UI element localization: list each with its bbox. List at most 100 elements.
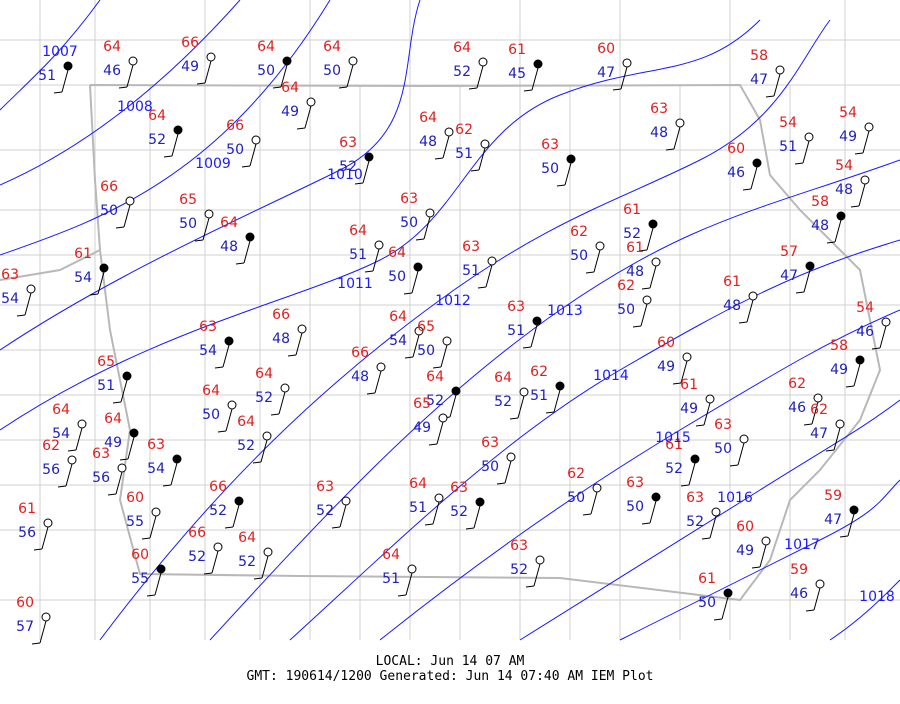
temperature: 66: [272, 307, 290, 323]
dewpoint: 56: [18, 525, 36, 541]
wind-barb-tick: [751, 566, 761, 569]
wind-barb-tick: [403, 292, 413, 295]
dewpoint: 48: [220, 239, 238, 255]
station: 62 56: [42, 438, 77, 488]
station-circle: [251, 135, 261, 145]
station-circle: [129, 428, 139, 438]
temperature: 64: [426, 369, 444, 385]
temperature: 64: [281, 80, 299, 96]
wind-barb-tick: [338, 86, 348, 89]
station: 51: [38, 61, 73, 94]
dewpoint: 52: [510, 562, 528, 578]
station-circle: [125, 196, 135, 206]
wind-barb-tick: [765, 95, 775, 98]
dewpoint: 50: [698, 595, 716, 611]
wind-barb-tick: [545, 411, 555, 414]
station: 63 50: [400, 191, 435, 241]
dewpoint: 54: [199, 343, 217, 359]
wind-barb-tick: [434, 157, 444, 160]
wind-barb: [449, 394, 457, 418]
station: 64 52: [426, 369, 461, 419]
dewpoint: 52: [339, 159, 357, 175]
dewpoint: 50: [626, 499, 644, 515]
station-circle: [425, 208, 435, 218]
wind-barb-tick: [582, 513, 592, 516]
wind-barb-tick: [742, 188, 752, 191]
wind-barb-tick: [287, 354, 297, 357]
station: 63 52: [450, 480, 485, 530]
wind-barb-tick: [162, 484, 172, 487]
station-circle: [595, 241, 605, 251]
wind-barb-tick: [397, 594, 407, 597]
wind-barb-tick: [16, 314, 26, 317]
station: 63 54: [1, 267, 36, 317]
wind-barb-tick: [795, 291, 805, 294]
dewpoint: 54: [74, 270, 92, 286]
temperature: 61: [18, 501, 36, 517]
station-circle: [376, 362, 386, 372]
wind-barb: [249, 143, 257, 167]
station-circle: [224, 336, 234, 346]
station-circle: [63, 61, 73, 71]
station: 64 54: [52, 402, 87, 452]
temperature: 60: [736, 519, 754, 535]
wind-barb: [620, 66, 628, 90]
wind-barb: [436, 421, 444, 445]
station-circle: [77, 419, 87, 429]
wind-barb: [442, 135, 450, 159]
wind-barb: [260, 439, 268, 463]
wind-barb: [202, 217, 210, 241]
temperature: 64: [257, 39, 275, 55]
station-circle: [306, 97, 316, 107]
wind-barb: [688, 462, 696, 486]
station: 63 52: [510, 538, 545, 588]
station: 63 50: [481, 435, 516, 485]
temperature: 59: [790, 562, 808, 578]
dewpoint: 51: [462, 263, 480, 279]
wind-barb-tick: [803, 423, 813, 426]
dewpoint: 50: [388, 269, 406, 285]
wind-barb: [485, 264, 493, 288]
dewpoint: 52: [316, 503, 334, 519]
dewpoint: 51: [507, 323, 525, 339]
temperature: 64: [494, 370, 512, 386]
isobar-label: 1012: [435, 293, 471, 309]
wind-barb-tick: [354, 182, 364, 185]
wind-barb-tick: [224, 526, 234, 529]
footer-generated: GMT: 190614/1200 Generated: Jun 14 07:40…: [247, 669, 654, 684]
station: 64 48: [419, 110, 454, 160]
station: 58 48: [811, 194, 846, 244]
wind-barb-tick: [217, 430, 227, 433]
station: 62 46: [788, 376, 823, 426]
station: 63 51: [507, 299, 542, 349]
temperature: 60: [131, 547, 149, 563]
wind-barb-tick: [509, 417, 519, 420]
wind-barb-tick: [468, 87, 478, 90]
wind-barb-tick: [839, 535, 849, 538]
dewpoint: 49: [736, 543, 754, 559]
wind-barb: [126, 64, 134, 88]
station-circle: [752, 158, 762, 168]
station: 60 49: [657, 335, 692, 385]
wind-barb-tick: [854, 152, 864, 155]
wind-barb: [423, 216, 431, 240]
wind-barb: [405, 572, 413, 596]
dewpoint: 50: [179, 216, 197, 232]
temperature: 58: [750, 48, 768, 64]
temperature: 63: [199, 319, 217, 335]
isobar-label: 1015: [655, 430, 691, 446]
station-circle: [532, 316, 542, 326]
station-circle: [173, 125, 183, 135]
dewpoint: 49: [680, 401, 698, 417]
temperature: 64: [220, 215, 238, 231]
wind-barb: [746, 299, 754, 323]
wind-barb-tick: [53, 91, 63, 94]
temperature: 60: [126, 490, 144, 506]
temperature: 64: [388, 245, 406, 261]
station: 64 51: [349, 223, 384, 273]
wind-barb: [41, 526, 49, 550]
station: 63 52: [339, 135, 374, 185]
temperature: 62: [530, 364, 548, 380]
station: 59 46: [790, 562, 825, 612]
wind-barb: [862, 130, 870, 154]
